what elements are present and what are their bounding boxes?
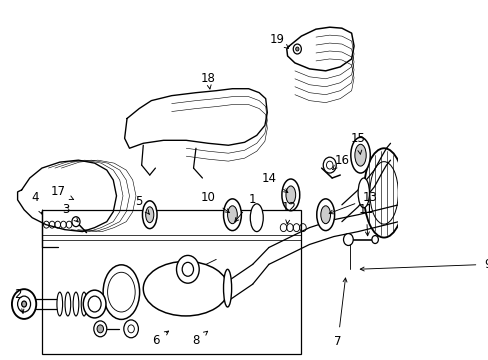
- Text: 1: 1: [234, 193, 256, 222]
- Ellipse shape: [145, 207, 154, 223]
- Ellipse shape: [320, 206, 330, 224]
- Ellipse shape: [316, 199, 334, 231]
- Text: 11: 11: [358, 203, 373, 236]
- Ellipse shape: [142, 201, 157, 229]
- Text: 4: 4: [32, 192, 42, 214]
- Text: 2: 2: [14, 288, 24, 313]
- Circle shape: [343, 234, 352, 246]
- Circle shape: [12, 289, 36, 319]
- Text: 10: 10: [200, 192, 229, 212]
- Text: 6: 6: [151, 331, 168, 347]
- Circle shape: [83, 290, 106, 318]
- Text: 8: 8: [192, 331, 207, 347]
- Bar: [42, 210, 301, 354]
- Ellipse shape: [281, 179, 299, 211]
- Ellipse shape: [223, 269, 231, 307]
- Ellipse shape: [103, 265, 140, 319]
- Circle shape: [94, 321, 106, 337]
- Ellipse shape: [285, 186, 295, 204]
- Circle shape: [295, 47, 298, 51]
- Circle shape: [176, 255, 199, 283]
- Text: 9: 9: [360, 258, 488, 271]
- Ellipse shape: [227, 206, 237, 224]
- Text: 16: 16: [332, 154, 349, 170]
- Ellipse shape: [143, 261, 228, 316]
- Circle shape: [371, 235, 378, 243]
- Ellipse shape: [57, 292, 62, 316]
- Text: 7: 7: [333, 278, 346, 348]
- Text: 12: 12: [281, 201, 296, 224]
- Text: 15: 15: [350, 132, 365, 154]
- Ellipse shape: [81, 292, 87, 316]
- Text: 18: 18: [200, 72, 215, 89]
- Text: 14: 14: [261, 171, 287, 193]
- Text: 17: 17: [51, 185, 74, 199]
- Circle shape: [97, 325, 103, 333]
- Ellipse shape: [223, 199, 241, 231]
- Text: 3: 3: [62, 203, 78, 222]
- Text: 19: 19: [269, 33, 288, 48]
- Ellipse shape: [250, 204, 263, 231]
- Ellipse shape: [354, 144, 366, 166]
- Ellipse shape: [363, 148, 404, 238]
- Circle shape: [323, 157, 336, 173]
- Circle shape: [21, 301, 26, 307]
- Ellipse shape: [73, 292, 79, 316]
- Circle shape: [123, 320, 138, 338]
- Circle shape: [293, 44, 301, 54]
- Ellipse shape: [65, 292, 71, 316]
- Text: 13: 13: [328, 192, 377, 214]
- Ellipse shape: [357, 178, 369, 208]
- Circle shape: [72, 217, 80, 227]
- Ellipse shape: [350, 137, 369, 173]
- Text: 5: 5: [135, 195, 149, 214]
